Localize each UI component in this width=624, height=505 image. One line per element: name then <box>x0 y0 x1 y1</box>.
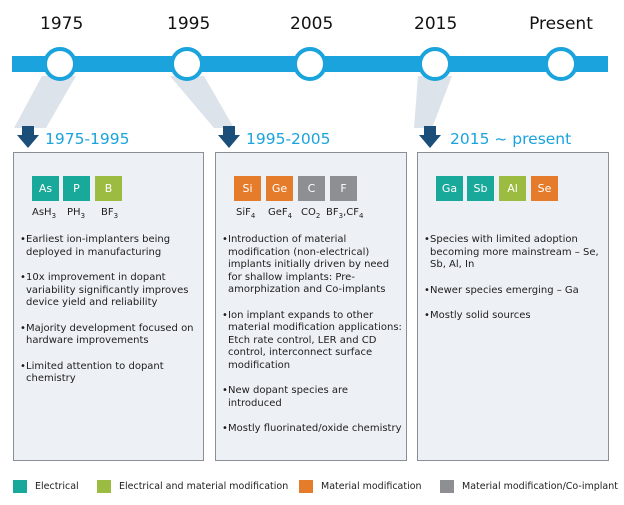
source-formula: SiF4 <box>236 207 256 220</box>
species-chip: B <box>95 176 122 201</box>
species-chip: F <box>330 176 357 201</box>
timeline-node <box>170 47 204 81</box>
bullet-item: 10x improvement in dopant variability si… <box>20 272 202 310</box>
bullet-item: New dopant species are introduced <box>222 385 404 410</box>
bullet-item: Ion implant expands to other material mo… <box>222 310 404 373</box>
species-chip: C <box>298 176 325 201</box>
source-formula: GeF4 <box>268 207 293 220</box>
legend-item-electrical-material: Electrical and material modification <box>97 480 288 493</box>
species-chip: Si <box>234 176 261 201</box>
source-formula: CO2 <box>301 207 321 220</box>
year-label: 1995 <box>167 14 211 34</box>
bullet-list: Species with limited adoption becoming m… <box>424 234 606 336</box>
source-formula: BF3 <box>101 207 119 220</box>
down-arrow-icon <box>218 126 240 148</box>
connector-1995 <box>170 76 234 128</box>
species-chip: Ge <box>266 176 293 201</box>
timeline-node <box>418 47 452 81</box>
bullet-item: Earliest ion-implanters being deployed i… <box>20 234 202 259</box>
bullet-item: Introduction of material modification (n… <box>222 234 404 297</box>
down-arrow-icon <box>419 126 441 148</box>
legend-swatch <box>13 480 27 493</box>
bullet-item: Limited attention to dopant chemistry <box>20 361 202 386</box>
bullet-item: Mostly fluorinated/oxide chemistry <box>222 423 404 436</box>
bullet-item: Newer species emerging – Ga <box>424 285 606 298</box>
source-formula: BF3,CF4 <box>326 207 364 220</box>
timeline-connectors <box>14 76 452 128</box>
year-label: 2005 <box>290 14 334 34</box>
connector-2015 <box>414 76 452 128</box>
species-chip: Se <box>531 176 558 201</box>
legend-swatch <box>97 480 111 493</box>
period-title: 2015 ~ present <box>450 130 572 148</box>
source-formula: PH3 <box>67 207 86 220</box>
bullet-item: Species with limited adoption becoming m… <box>424 234 606 272</box>
down-arrow-icon <box>17 126 39 148</box>
bullet-item: Majority development focused on hardware… <box>20 323 202 348</box>
legend-label: Material modification <box>321 481 422 492</box>
species-chip: Al <box>499 176 526 201</box>
timeline-node <box>544 47 578 81</box>
period-title: 1975-1995 <box>45 130 130 148</box>
year-label: 1975 <box>40 14 84 34</box>
period-panel-2015-present <box>417 152 609 461</box>
species-chip: Ga <box>436 176 463 201</box>
legend-label: Material modification/Co-implant <box>462 481 618 492</box>
legend-label: Electrical <box>35 481 79 492</box>
timeline-node <box>43 47 77 81</box>
bullet-item: Mostly solid sources <box>424 310 606 323</box>
source-formula: AsH3 <box>32 207 57 220</box>
legend-swatch <box>299 480 313 493</box>
legend-item-material-coimplant: Material modification/Co-implant <box>440 480 618 493</box>
connector-1975 <box>14 76 76 128</box>
legend-swatch <box>440 480 454 493</box>
legend-item-electrical: Electrical <box>13 480 79 493</box>
bullet-list: Earliest ion-implanters being deployed i… <box>20 234 202 399</box>
timeline-node <box>293 47 327 81</box>
species-chip: Sb <box>467 176 494 201</box>
year-label: 2015 <box>414 14 458 34</box>
bullet-list: Introduction of material modification (n… <box>222 234 404 449</box>
year-label: Present <box>529 14 593 34</box>
species-chip: P <box>63 176 90 201</box>
species-chip: As <box>32 176 59 201</box>
legend-item-material: Material modification <box>299 480 422 493</box>
period-title: 1995-2005 <box>246 130 331 148</box>
legend-label: Electrical and material modification <box>119 481 289 492</box>
